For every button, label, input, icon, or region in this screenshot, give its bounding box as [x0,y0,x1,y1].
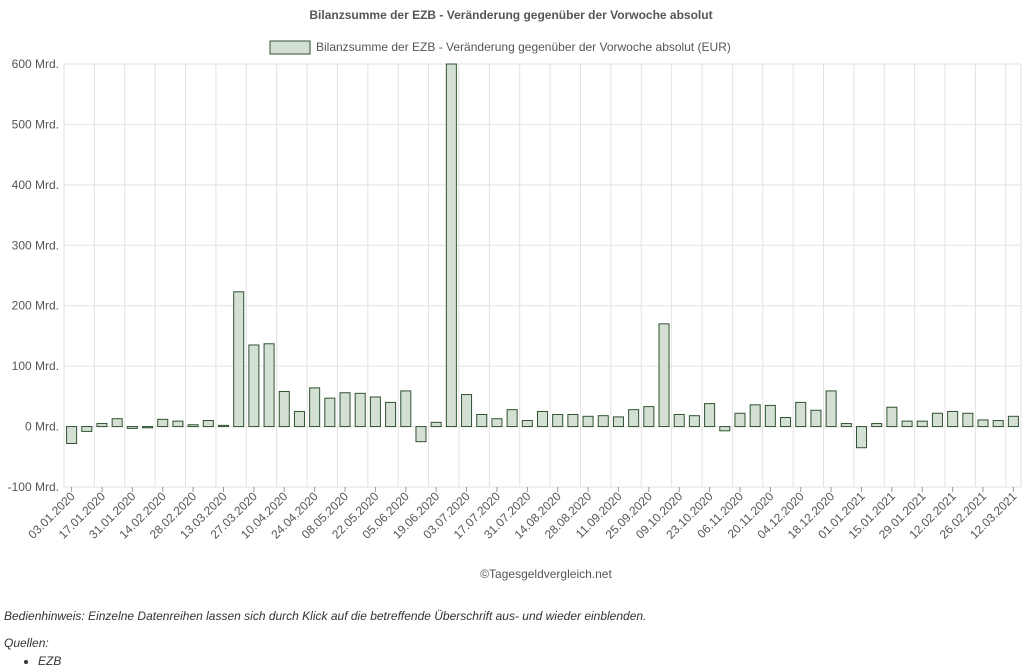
bar[interactable] [445,63,457,428]
y-tick-label: 300 Mrd. [12,238,59,252]
bar[interactable] [855,426,868,449]
bar[interactable] [1007,415,1019,428]
y-tick-label: 200 Mrd. [12,299,59,313]
bar[interactable] [749,404,761,428]
y-tick-label: 400 Mrd. [12,178,59,192]
bar[interactable] [293,410,305,428]
bar[interactable] [673,413,685,428]
bar[interactable] [202,420,214,428]
bar[interactable] [658,323,670,428]
bar[interactable] [810,409,822,428]
bar[interactable] [461,394,473,428]
legend-swatch[interactable] [269,40,311,55]
grid [63,63,1022,488]
bar[interactable] [840,423,852,428]
bar[interactable] [536,410,549,428]
y-tick-label: -100 Mrd. [8,480,59,494]
bar[interactable] [734,412,746,428]
bar[interactable] [931,412,943,428]
y-tick-label: 600 Mrd. [12,57,59,71]
usage-hint: Bedienhinweis: Einzelne Datenreihen lass… [4,609,647,623]
legend[interactable]: Bilanzsumme der EZB - Veränderung gegenü… [269,40,731,55]
bar[interactable] [491,418,503,428]
bar[interactable] [415,426,427,443]
bar[interactable] [947,410,959,428]
bar[interactable] [476,413,488,428]
bar[interactable] [871,423,883,428]
bar[interactable] [764,404,776,428]
bar[interactable] [582,415,594,428]
bar[interactable] [795,401,807,428]
chart-title: Bilanzsumme der EZB - Veränderung gegenü… [309,8,712,22]
bar[interactable] [719,426,731,432]
bar[interactable] [886,406,898,428]
y-tick-label: 100 Mrd. [12,359,59,373]
chart-credit: ©Tagesgeldvergleich.net [480,567,612,581]
bar[interactable] [263,343,275,428]
bar[interactable] [430,421,442,428]
bar[interactable] [992,420,1004,428]
bar[interactable] [552,413,564,428]
bar[interactable] [780,417,792,428]
bar[interactable] [126,426,138,429]
bar[interactable] [567,413,579,428]
bar-chart: Bilanzsumme der EZB - Veränderung gegenü… [8,8,1022,581]
y-tick-label: 500 Mrd. [12,117,59,131]
bar[interactable] [962,412,974,428]
bar[interactable] [187,424,199,428]
bar[interactable] [825,390,837,428]
bar[interactable] [385,401,397,428]
bar[interactable] [66,426,78,444]
sources-label: Quellen: [4,636,49,650]
bar[interactable] [369,396,381,428]
bar[interactable] [81,426,93,432]
bar[interactable] [324,397,336,428]
bar[interactable] [506,409,518,428]
bar[interactable] [628,409,640,428]
bar[interactable] [172,420,184,428]
bar[interactable] [111,418,123,428]
bar[interactable] [643,406,655,428]
bar[interactable] [339,392,351,428]
bar[interactable] [96,423,108,428]
bar[interactable] [157,418,169,428]
bar[interactable] [521,420,533,428]
bar[interactable] [597,415,609,428]
sources-list: EZB [24,654,61,668]
bar[interactable] [354,392,366,428]
y-tick-label: 0 Mrd. [25,420,59,434]
bar[interactable] [704,403,716,428]
bar[interactable] [612,416,624,428]
bar[interactable] [688,415,700,428]
bar[interactable] [400,390,412,428]
y-axis: -100 Mrd. 0 Mrd. 100 Mrd. 200 Mrd. 300 Mrd. 4… [8,57,59,494]
bar[interactable] [916,420,928,428]
bar[interactable] [142,426,154,429]
bar[interactable] [248,344,260,428]
bar-series [66,63,1019,449]
bar[interactable] [977,419,989,428]
source-item: EZB [38,654,61,668]
bar[interactable] [217,424,230,428]
bar[interactable] [309,387,321,428]
bar[interactable] [901,420,913,428]
legend-label[interactable]: Bilanzsumme der EZB - Veränderung gegenü… [316,40,731,54]
x-axis: 03.01.202017.01.202031.01.202014.02.2020… [25,487,1020,542]
bar[interactable] [233,291,245,428]
bar[interactable] [278,391,290,428]
